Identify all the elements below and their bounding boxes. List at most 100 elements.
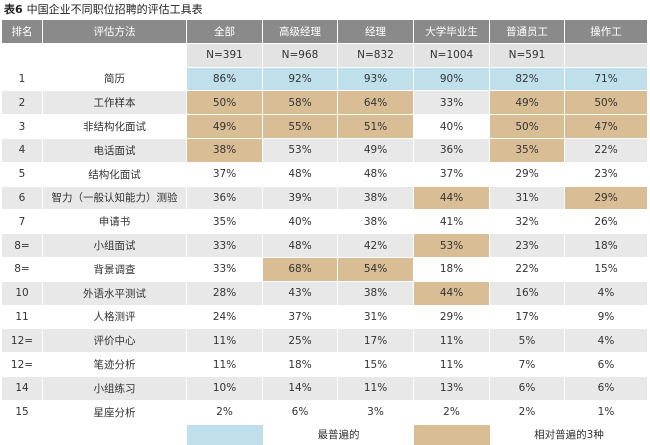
method-cell: 小组面试 <box>43 234 187 258</box>
value-cell: 6% <box>565 353 648 377</box>
value-cell: 11% <box>187 329 263 354</box>
value-cell: 37% <box>187 162 263 187</box>
table-row: 2 工作样本 50% 58% 64% 33% 49% 50% <box>2 91 648 116</box>
value-cell: 11% <box>414 329 490 354</box>
value-cell: 50% <box>490 115 565 139</box>
table-row: 14 小组练习 10% 14% 11% 13% 6% 6% <box>2 376 648 401</box>
value-cell: 15% <box>338 353 414 377</box>
rank-cell: 4 <box>2 138 43 163</box>
table-row: 12= 笔迹分析 11% 18% 15% 11% 7% 6% <box>2 353 648 377</box>
value-cell: 2% <box>490 400 565 425</box>
rank-cell: 8= <box>2 257 43 282</box>
header-senior-manager: 高级经理 <box>263 20 338 44</box>
value-cell: 93% <box>338 67 414 92</box>
table-row: 3 非结构化面试 49% 55% 51% 40% 50% 47% <box>2 115 648 139</box>
value-cell: 33% <box>187 257 263 282</box>
rank-cell: 12= <box>2 329 43 354</box>
value-cell: 58% <box>263 91 338 116</box>
value-cell: 3% <box>338 400 414 425</box>
table-title-text: 中国企业不同职位招聘的评估工具表 <box>26 3 203 16</box>
value-cell: 14% <box>263 376 338 401</box>
method-cell: 申请书 <box>43 210 187 235</box>
rank-cell: 14 <box>2 376 43 401</box>
method-cell: 简历 <box>43 67 187 92</box>
value-cell: 42% <box>338 234 414 258</box>
value-cell: 18% <box>414 257 490 282</box>
table-row: 1 简历 86% 92% 93% 90% 82% 71% <box>2 67 648 92</box>
table-row: 10 外语水平测试 28% 43% 38% 44% 16% 4% <box>2 281 648 306</box>
legend-blue-swatch <box>187 424 263 445</box>
value-cell: 43% <box>263 281 338 306</box>
legend-blue-label: 最普遍的 <box>263 424 414 445</box>
method-cell: 外语水平测试 <box>43 281 187 306</box>
rank-cell: 8= <box>2 234 43 258</box>
header-manager: 经理 <box>338 20 414 44</box>
value-cell: 35% <box>490 138 565 163</box>
value-cell: 92% <box>263 67 338 92</box>
table-row: 12= 评价中心 11% 25% 17% 11% 5% 4% <box>2 329 648 354</box>
method-cell: 结构化面试 <box>43 162 187 187</box>
method-cell: 电话面试 <box>43 138 187 163</box>
method-cell: 评价中心 <box>43 329 187 354</box>
value-cell: 2% <box>187 400 263 425</box>
header-operator: 操作工 <box>565 20 648 44</box>
method-cell: 笔迹分析 <box>43 353 187 377</box>
value-cell: 17% <box>490 305 565 330</box>
value-cell: 32% <box>490 210 565 235</box>
rank-cell: 1 <box>2 67 43 92</box>
value-cell: 24% <box>187 305 263 330</box>
value-cell: 6% <box>490 376 565 401</box>
value-cell: 36% <box>187 186 263 211</box>
value-cell: 47% <box>565 115 648 139</box>
method-cell: 智力（一般认知能力）测验 <box>43 186 187 211</box>
rank-cell: 15 <box>2 400 43 425</box>
value-cell: 29% <box>565 186 648 211</box>
value-cell: 40% <box>263 210 338 235</box>
value-cell: 35% <box>187 210 263 235</box>
value-cell: 31% <box>490 186 565 211</box>
value-cell: 16% <box>490 281 565 306</box>
method-cell: 人格测评 <box>43 305 187 330</box>
value-cell: 71% <box>565 67 648 92</box>
value-cell: 38% <box>338 210 414 235</box>
value-cell: 48% <box>263 162 338 187</box>
value-cell: 49% <box>187 115 263 139</box>
n-blank-rank <box>2 43 43 68</box>
value-cell: 41% <box>414 210 490 235</box>
table-row: 8= 背景调查 33% 68% 54% 18% 22% 15% <box>2 257 648 282</box>
legend-row: 最普遍的 相对普遍的3种 <box>2 424 648 445</box>
value-cell: 28% <box>187 281 263 306</box>
n-senior-manager: N=968 <box>263 43 338 68</box>
value-cell: 49% <box>490 91 565 116</box>
table-title: 表6 中国企业不同职位招聘的评估工具表 <box>4 2 203 18</box>
n-operator <box>565 43 648 68</box>
value-cell: 54% <box>338 257 414 282</box>
n-employee: N=591 <box>490 43 565 68</box>
value-cell: 55% <box>263 115 338 139</box>
header-employee: 普通员工 <box>490 20 565 44</box>
table-row: 8= 小组面试 33% 48% 42% 53% 23% 18% <box>2 234 648 258</box>
value-cell: 4% <box>565 329 648 354</box>
method-cell: 工作样本 <box>43 91 187 116</box>
value-cell: 13% <box>414 376 490 401</box>
value-cell: 17% <box>338 329 414 354</box>
value-cell: 4% <box>565 281 648 306</box>
value-cell: 33% <box>414 91 490 116</box>
value-cell: 39% <box>263 186 338 211</box>
rank-cell: 5 <box>2 162 43 187</box>
table-row: 15 星座分析 2% 6% 3% 2% 2% 1% <box>2 400 648 425</box>
assessment-table: 排名 评估方法 全部 高级经理 经理 大学毕业生 普通员工 操作工 N=391 … <box>2 20 648 445</box>
value-cell: 6% <box>263 400 338 425</box>
value-cell: 86% <box>187 67 263 92</box>
value-cell: 33% <box>187 234 263 258</box>
value-cell: 23% <box>490 234 565 258</box>
table-row: 4 电话面试 38% 53% 49% 36% 35% 22% <box>2 138 648 163</box>
legend-spacer <box>2 424 187 445</box>
method-cell: 小组练习 <box>43 376 187 401</box>
table-row: 6 智力（一般认知能力）测验 36% 39% 38% 44% 31% 29% <box>2 186 648 211</box>
rank-cell: 11 <box>2 305 43 330</box>
table-row: 5 结构化面试 37% 48% 48% 37% 29% 23% <box>2 162 648 187</box>
value-cell: 44% <box>414 186 490 211</box>
value-cell: 6% <box>565 376 648 401</box>
n-blank-method <box>43 43 187 68</box>
